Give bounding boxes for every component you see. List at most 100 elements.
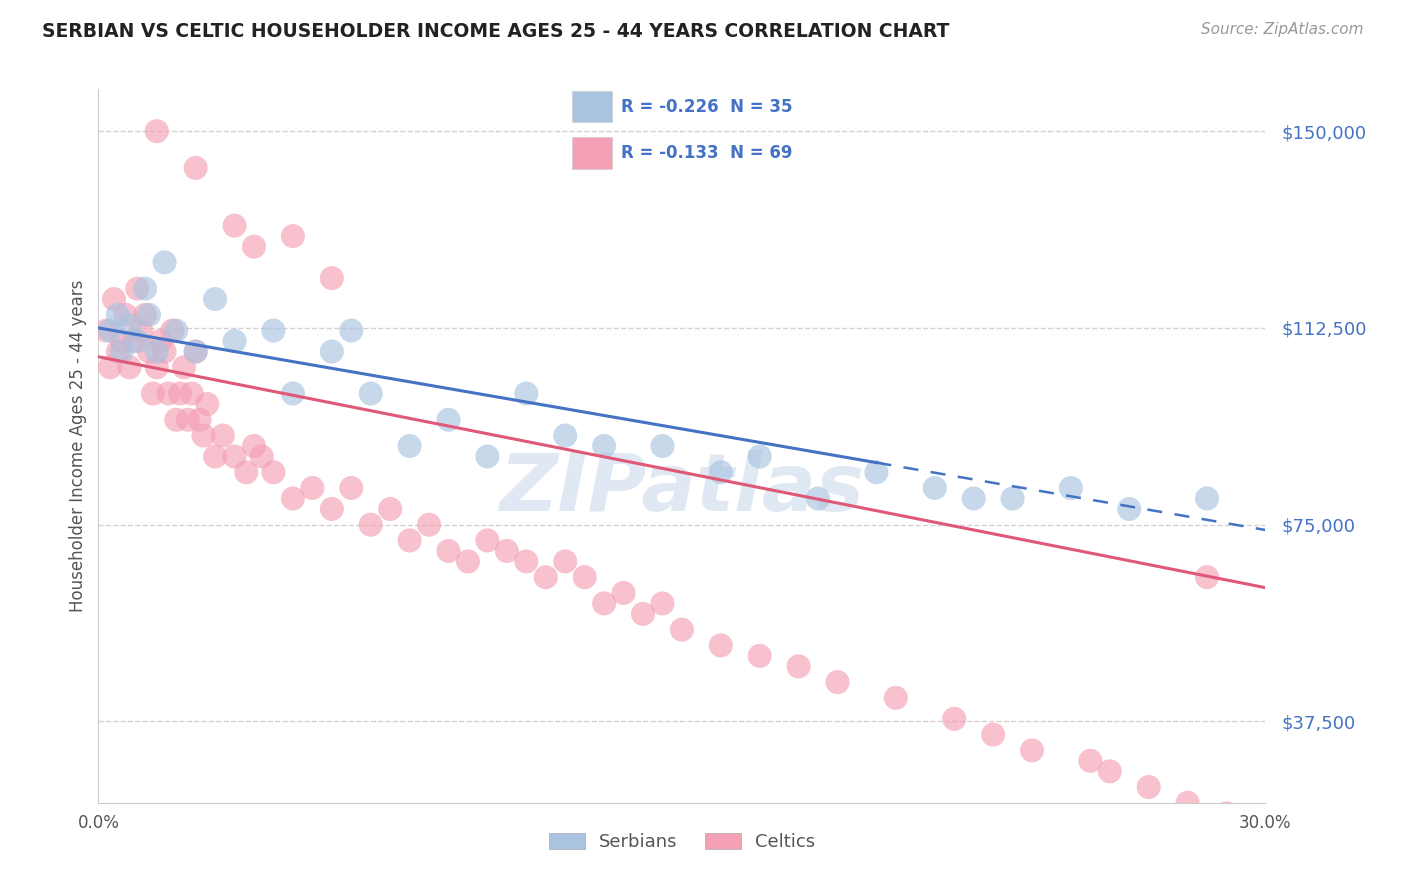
Point <box>360 517 382 532</box>
Point <box>340 481 363 495</box>
Point <box>515 554 537 568</box>
Point <box>496 544 519 558</box>
Point <box>212 428 235 442</box>
Point <box>146 124 169 138</box>
Point <box>962 491 984 506</box>
Point <box>193 428 215 442</box>
Point <box>1021 743 1043 757</box>
Point <box>281 491 304 506</box>
Text: R = -0.226  N = 35: R = -0.226 N = 35 <box>621 98 793 116</box>
Point <box>262 465 284 479</box>
Point <box>321 344 343 359</box>
Point <box>107 344 129 359</box>
Point <box>321 502 343 516</box>
Point <box>165 324 187 338</box>
Text: R = -0.133  N = 69: R = -0.133 N = 69 <box>621 144 793 161</box>
Point <box>204 292 226 306</box>
Point <box>169 386 191 401</box>
Point <box>301 481 323 495</box>
Point <box>134 282 156 296</box>
Point <box>184 344 207 359</box>
Point <box>827 675 849 690</box>
Point <box>321 271 343 285</box>
Point <box>180 386 202 401</box>
Point <box>184 344 207 359</box>
Point <box>418 517 440 532</box>
Point <box>162 324 184 338</box>
Point <box>671 623 693 637</box>
Point <box>157 386 180 401</box>
Point <box>593 596 616 610</box>
Point <box>146 344 169 359</box>
Point <box>98 360 121 375</box>
Point <box>118 318 141 333</box>
Point <box>114 308 136 322</box>
Point <box>1215 806 1237 821</box>
Point <box>477 533 499 548</box>
Point <box>554 428 576 442</box>
Point <box>1195 491 1218 506</box>
Point <box>153 255 176 269</box>
Point <box>477 450 499 464</box>
Text: ZIPatlas: ZIPatlas <box>499 450 865 528</box>
Point <box>981 728 1004 742</box>
Point <box>398 439 420 453</box>
Point <box>243 439 266 453</box>
Point <box>457 554 479 568</box>
Point <box>153 344 176 359</box>
Point <box>1098 764 1121 779</box>
Point <box>574 570 596 584</box>
Point <box>127 334 149 348</box>
Point <box>173 360 195 375</box>
Point <box>748 450 770 464</box>
Point <box>138 308 160 322</box>
Point <box>651 596 673 610</box>
Point <box>1195 570 1218 584</box>
Point <box>243 239 266 253</box>
Point <box>224 219 246 233</box>
Point <box>651 439 673 453</box>
Point <box>865 465 887 479</box>
Point <box>631 607 654 621</box>
Point <box>1060 481 1083 495</box>
Point <box>177 413 200 427</box>
Point <box>195 397 218 411</box>
Point <box>340 324 363 338</box>
Point <box>884 690 907 705</box>
Point <box>924 481 946 495</box>
Point <box>281 229 304 244</box>
Point <box>1118 502 1140 516</box>
Point <box>1254 817 1277 831</box>
Legend: Serbians, Celtics: Serbians, Celtics <box>541 825 823 858</box>
Point <box>127 282 149 296</box>
Point <box>111 344 134 359</box>
Point <box>138 344 160 359</box>
Point <box>184 161 207 175</box>
Point <box>188 413 211 427</box>
Point <box>129 324 152 338</box>
Point <box>515 386 537 401</box>
Point <box>380 502 402 516</box>
Point <box>111 334 134 348</box>
Point <box>118 360 141 375</box>
Point <box>142 386 165 401</box>
Point <box>593 439 616 453</box>
Point <box>1177 796 1199 810</box>
Point <box>122 334 145 348</box>
Point <box>748 648 770 663</box>
Point <box>1001 491 1024 506</box>
Point <box>437 413 460 427</box>
Point <box>1080 754 1102 768</box>
Point <box>360 386 382 401</box>
Point <box>1137 780 1160 794</box>
Point <box>165 413 187 427</box>
Point <box>262 324 284 338</box>
Point <box>534 570 557 584</box>
FancyBboxPatch shape <box>572 137 612 169</box>
Point <box>134 308 156 322</box>
Point <box>235 465 257 479</box>
Point <box>224 334 246 348</box>
Point <box>554 554 576 568</box>
Point <box>398 533 420 548</box>
Point <box>98 324 121 338</box>
